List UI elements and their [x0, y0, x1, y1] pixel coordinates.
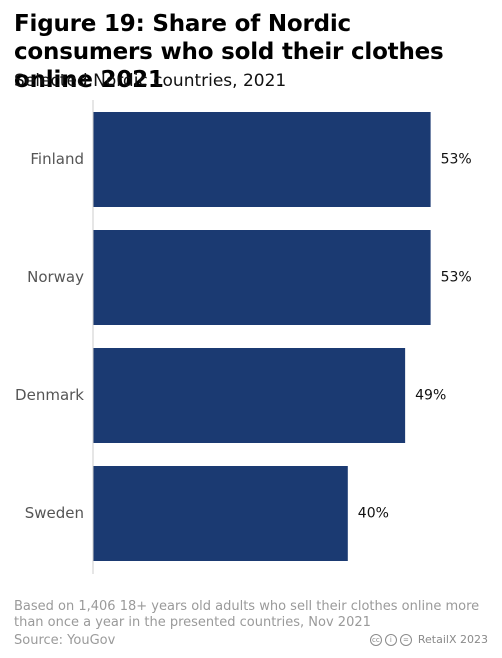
bar-denmark: [93, 348, 406, 443]
license-credit: cc i = RetailX 2023: [369, 633, 488, 646]
chart-source: Source: YouGov: [14, 633, 116, 648]
nd-icon: =: [399, 633, 412, 646]
category-label: Finland: [30, 150, 84, 168]
credit-text: RetailX 2023: [417, 633, 488, 646]
category-label: Norway: [27, 268, 84, 286]
chart-footnote: Based on 1,406 18+ years old adults who …: [14, 599, 480, 630]
chart-title: Figure 19: Share of Nordic consumers who…: [14, 11, 444, 93]
bar-norway: [93, 230, 431, 325]
bar-chart: Finland Norway Denmark Sweden 53% 53% 49% 40%: [15, 100, 472, 574]
bar-finland: [93, 112, 431, 207]
value-label: 53%: [441, 270, 472, 286]
value-label: 53%: [441, 152, 472, 168]
bars-group: [93, 112, 431, 561]
value-label: 49%: [415, 388, 446, 404]
category-label: Denmark: [15, 386, 84, 404]
category-labels-group: Finland Norway Denmark Sweden: [15, 150, 84, 522]
bar-sweden: [93, 466, 348, 561]
cc-icon: cc: [369, 633, 382, 646]
category-label: Sweden: [25, 504, 84, 522]
value-label: 40%: [358, 506, 389, 522]
chart-subtitle: Selected Nordic countries, 2021: [14, 71, 287, 91]
value-labels-group: 53% 53% 49% 40%: [358, 152, 472, 522]
by-icon: i: [384, 633, 397, 646]
